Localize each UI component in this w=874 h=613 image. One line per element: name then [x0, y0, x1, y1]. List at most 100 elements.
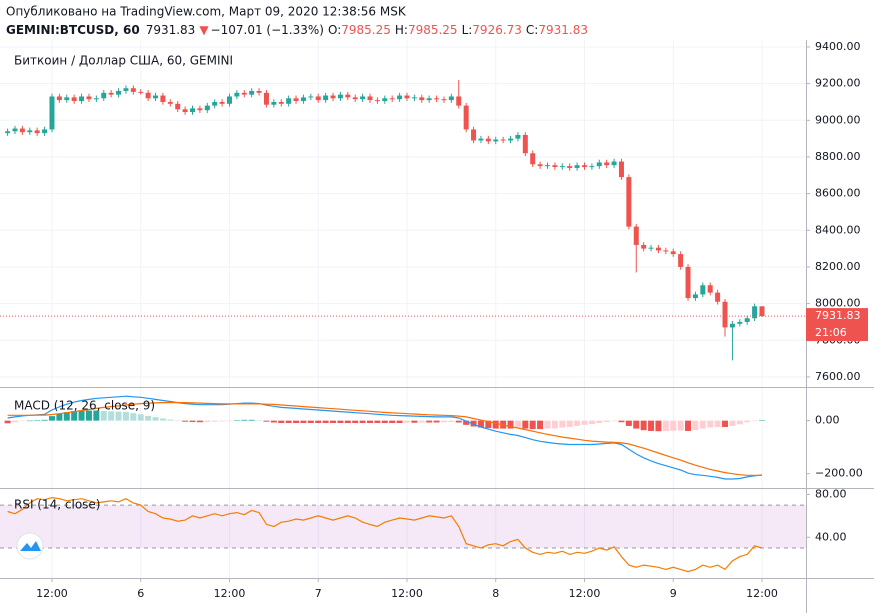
- candle-body: [729, 323, 735, 328]
- symbol: GEMINI:BTCUSD, 60: [6, 23, 140, 37]
- candle-body: [397, 95, 403, 100]
- histogram-bar: [300, 420, 307, 424]
- candle-body: [323, 95, 329, 101]
- histogram-bar: [581, 420, 588, 425]
- histogram-bar: [174, 420, 181, 422]
- histogram-bar: [196, 420, 203, 423]
- candle-body: [692, 294, 698, 299]
- histogram-bar: [256, 420, 263, 421]
- y-tick-label: 40.00: [815, 530, 847, 543]
- histogram-bar: [381, 420, 388, 424]
- candle-body: [190, 108, 195, 113]
- candle-body: [101, 92, 107, 99]
- macd-legend: MACD (12, 26, close, 9): [14, 399, 155, 413]
- histogram-bar: [189, 420, 196, 422]
- plots: [0, 79, 806, 573]
- candle-body: [567, 166, 573, 168]
- histogram-bar: [729, 420, 736, 426]
- time-label: 12:00: [391, 587, 423, 600]
- ohlc-value: 7985.25: [408, 23, 458, 37]
- candle-body: [419, 97, 425, 101]
- candle-body: [493, 139, 499, 142]
- tv-logo[interactable]: [16, 532, 44, 560]
- histogram-bar: [722, 420, 729, 427]
- histogram-bar: [655, 420, 662, 432]
- histogram-bar: [559, 420, 566, 428]
- histogram-bar: [574, 420, 581, 426]
- header-bg: [0, 0, 874, 40]
- rsi-legend: RSI (14, close): [14, 498, 100, 512]
- histogram-bar: [699, 420, 706, 429]
- histogram-bar: [130, 413, 137, 421]
- histogram-bar: [692, 420, 699, 431]
- arrow: ▼: [199, 23, 209, 37]
- candle-body: [463, 105, 469, 130]
- histogram-bar: [322, 420, 329, 424]
- candle-body: [426, 98, 432, 101]
- candle-body: [648, 247, 654, 249]
- grid: [0, 40, 806, 578]
- histogram-bar: [85, 410, 92, 421]
- histogram-bar: [352, 420, 359, 424]
- candle-body: [581, 165, 587, 168]
- candle-body: [108, 92, 114, 95]
- histogram-bar: [108, 411, 115, 421]
- histogram-bar: [270, 420, 277, 423]
- histogram-bar: [618, 420, 625, 423]
- candle-body: [537, 164, 543, 167]
- histogram-bar: [551, 420, 558, 429]
- candle-body: [197, 108, 203, 111]
- y-tick-label: 8800.00: [815, 150, 861, 163]
- rsi-band: [0, 505, 806, 548]
- histogram-bar: [736, 420, 743, 425]
- candle-body: [752, 306, 758, 319]
- histogram-bar: [648, 420, 655, 431]
- histogram-bar: [263, 420, 270, 422]
- candle-body: [49, 96, 55, 130]
- candle-body: [27, 130, 33, 133]
- histogram-bar: [625, 420, 632, 426]
- histogram-bar: [448, 420, 455, 422]
- histogram-bar: [152, 417, 159, 421]
- candle-body: [204, 105, 210, 111]
- histogram-bar: [330, 420, 337, 424]
- candle-body: [471, 129, 477, 141]
- time-label: 7: [315, 587, 322, 600]
- histogram-bar: [48, 416, 55, 421]
- candle-body: [604, 162, 610, 166]
- candle-body: [737, 321, 743, 324]
- histogram-bar: [426, 420, 433, 423]
- candle-body: [278, 101, 284, 104]
- histogram-bar: [63, 412, 70, 421]
- candle-body: [508, 138, 514, 141]
- histogram-bar: [4, 420, 11, 424]
- time-label: 12:00: [569, 587, 601, 600]
- candle-body: [596, 162, 602, 167]
- change: −107.01 (−1.33%): [211, 23, 324, 37]
- histogram-bar: [751, 420, 758, 422]
- candle-body: [626, 177, 632, 227]
- histogram-bar: [411, 420, 418, 423]
- histogram-bar: [233, 420, 240, 421]
- ohlc-value: 7985.25: [341, 23, 391, 37]
- histogram-bar: [529, 420, 536, 430]
- histogram-bar: [418, 420, 425, 423]
- histogram-bar: [219, 420, 226, 422]
- histogram-bar: [588, 420, 595, 425]
- ohlc-key: C:: [526, 23, 538, 37]
- histogram-bar: [396, 420, 403, 424]
- histogram-bar: [115, 411, 122, 421]
- candle-body: [12, 128, 18, 132]
- candle-body: [707, 285, 713, 293]
- indicator-line: [7, 402, 762, 476]
- histogram-bar: [537, 420, 544, 430]
- histogram-bar: [463, 420, 470, 425]
- candle-body: [404, 95, 410, 99]
- candle-body: [618, 161, 624, 178]
- candle-body: [448, 96, 454, 101]
- price-legend: Биткоин / Доллар США, 60, GEMINI: [14, 54, 233, 68]
- histogram-bar: [566, 420, 573, 427]
- candle-body: [685, 266, 691, 299]
